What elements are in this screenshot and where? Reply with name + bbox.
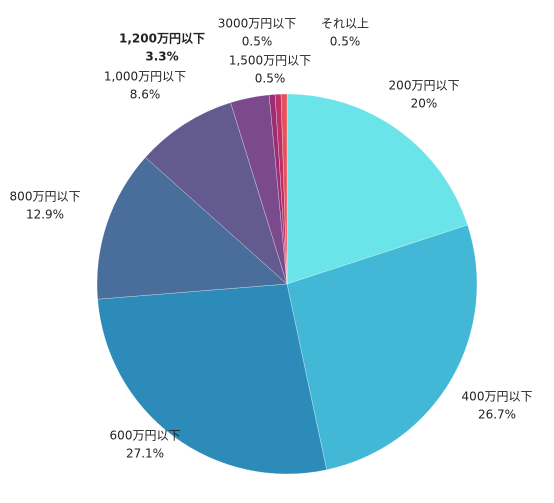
pie-slice xyxy=(280,93,288,285)
slice-label: 400万円以下 xyxy=(462,390,533,404)
slice-label: 1,200万円以下 xyxy=(119,32,205,46)
slice-label: 1,000万円以下 xyxy=(104,70,186,84)
slice-value-label: 0.5% xyxy=(242,35,273,49)
slice-value-label: 12.9% xyxy=(26,208,64,222)
slice-label: 200万円以下 xyxy=(389,79,460,93)
slice-label: 800万円以下 xyxy=(10,190,81,204)
slice-value-label: 8.6% xyxy=(130,88,161,102)
pie-slice xyxy=(96,157,288,300)
slice-label: 600万円以下 xyxy=(110,429,181,443)
slice-value-label: 20% xyxy=(411,97,438,111)
slice-value-label: 3.3% xyxy=(145,50,178,64)
pie-slice xyxy=(286,224,478,470)
slice-label: 1,500万円以下 xyxy=(229,54,311,68)
slice-label: 3000万円以下 xyxy=(218,17,297,31)
slice-value-label: 0.5% xyxy=(330,35,361,49)
slice-value-label: 0.5% xyxy=(255,72,286,86)
pie-slice xyxy=(97,283,327,475)
slice-value-label: 26.7% xyxy=(478,408,516,422)
pie-slice xyxy=(286,93,468,285)
slice-label: それ以上 xyxy=(321,17,369,31)
pie-slice xyxy=(145,102,288,285)
slice-value-label: 27.1% xyxy=(126,447,164,461)
